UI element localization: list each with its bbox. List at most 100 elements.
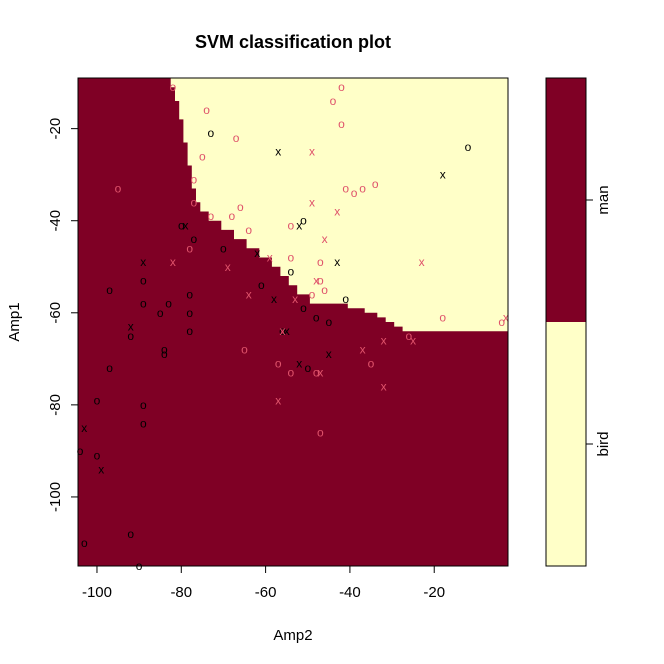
legend-label-bird: bird	[595, 431, 612, 456]
support-vector-point: x	[183, 218, 189, 232]
data-point: x	[322, 232, 328, 246]
data-point: x	[246, 287, 252, 301]
support-vector-point: x	[254, 246, 260, 260]
data-point: o	[237, 200, 244, 214]
data-point: o	[439, 310, 446, 324]
data-point: x	[309, 145, 315, 159]
support-vector-point: o	[77, 444, 84, 458]
data-point: o	[351, 186, 358, 200]
data-point: x	[280, 324, 286, 338]
data-point: x	[225, 260, 231, 274]
data-point: x	[170, 255, 176, 269]
data-point: o	[288, 218, 295, 232]
data-point: o	[229, 209, 236, 223]
support-vector-point: x	[284, 324, 290, 338]
x-axis: -100 -80 -60 -40 -20	[82, 565, 445, 601]
data-point: x	[334, 205, 340, 219]
data-point: o	[199, 149, 206, 163]
data-point: x	[410, 333, 416, 347]
data-point: o	[313, 366, 320, 380]
data-point: x	[313, 274, 319, 288]
data-point: o	[342, 182, 349, 196]
support-vector-point: o	[127, 527, 134, 541]
data-point: o	[317, 255, 324, 269]
x-tick-label: -80	[170, 584, 192, 601]
data-point: o	[288, 366, 295, 380]
data-point: x	[381, 333, 387, 347]
y-axis: -20 -40 -60 -80 -100	[47, 118, 79, 512]
data-point: x	[503, 310, 509, 324]
support-vector-point: o	[106, 361, 113, 375]
data-point: x	[275, 393, 281, 407]
support-vector-point: o	[161, 347, 168, 361]
y-tick-label: -100	[47, 482, 64, 512]
support-vector-point: o	[304, 361, 311, 375]
support-vector-point: o	[94, 393, 101, 407]
data-point: o	[186, 241, 193, 255]
data-point: o	[203, 103, 210, 117]
data-point: o	[170, 80, 177, 94]
data-point: o	[241, 343, 248, 357]
data-point: o	[233, 131, 240, 145]
man-region	[78, 78, 508, 566]
support-vector-point: o	[106, 283, 113, 297]
data-point: o	[191, 172, 198, 186]
y-tick-label: -80	[47, 394, 64, 416]
support-vector-point: x	[296, 356, 302, 370]
data-point: x	[317, 366, 323, 380]
data-point: x	[309, 195, 315, 209]
data-point: o	[321, 283, 328, 297]
x-tick-label: -20	[423, 584, 445, 601]
class-legend: man bird	[545, 77, 612, 567]
support-vector-point: o	[300, 214, 307, 228]
support-vector-point: x	[275, 145, 281, 159]
support-vector-point: o	[140, 416, 147, 430]
support-vector-point: o	[300, 301, 307, 315]
support-vector-point: o	[258, 278, 265, 292]
chart-title: SVM classification plot	[195, 32, 391, 52]
support-vector-point: o	[186, 287, 193, 301]
support-vector-point: o	[81, 536, 88, 550]
support-vector-point: x	[296, 218, 302, 232]
support-vector-point: o	[342, 292, 349, 306]
data-point: x	[381, 380, 387, 394]
x-tick-label: -40	[339, 584, 361, 601]
y-tick-label: -60	[47, 302, 64, 324]
data-point: o	[338, 117, 345, 131]
support-vector-point: o	[279, 324, 286, 338]
data-point: o	[275, 356, 282, 370]
support-vector-point: o	[288, 264, 295, 278]
support-vector-point: o	[94, 449, 101, 463]
support-vector-point: o	[186, 306, 193, 320]
data-point: o	[498, 315, 505, 329]
data-point: o	[317, 274, 324, 288]
support-vector-point: o	[313, 310, 320, 324]
support-vector-point: o	[161, 343, 168, 357]
y-axis-label: Amp1	[6, 302, 23, 341]
data-point: o	[338, 80, 345, 94]
data-point: o	[245, 223, 252, 237]
support-vector-point: o	[207, 126, 214, 140]
data-point: x	[360, 343, 366, 357]
data-point: o	[368, 356, 375, 370]
legend-label-man: man	[595, 185, 612, 214]
x-tick-label: -60	[255, 584, 277, 601]
data-point: x	[419, 255, 425, 269]
data-point: o	[207, 209, 214, 223]
support-vector-point: o	[178, 218, 185, 232]
support-vector-point: x	[128, 320, 134, 334]
y-tick-label: -40	[47, 210, 64, 232]
support-vector-point: o	[140, 297, 147, 311]
y-tick-label: -20	[47, 118, 64, 140]
support-vector-point: o	[140, 398, 147, 412]
support-vector-point: x	[98, 462, 104, 476]
data-point: o	[317, 426, 324, 440]
support-vector-point: o	[140, 274, 147, 288]
data-point: o	[372, 177, 379, 191]
x-axis-label: Amp2	[273, 627, 312, 644]
data-point: o	[288, 251, 295, 265]
support-vector-point: x	[271, 292, 277, 306]
data-point: o	[115, 182, 122, 196]
